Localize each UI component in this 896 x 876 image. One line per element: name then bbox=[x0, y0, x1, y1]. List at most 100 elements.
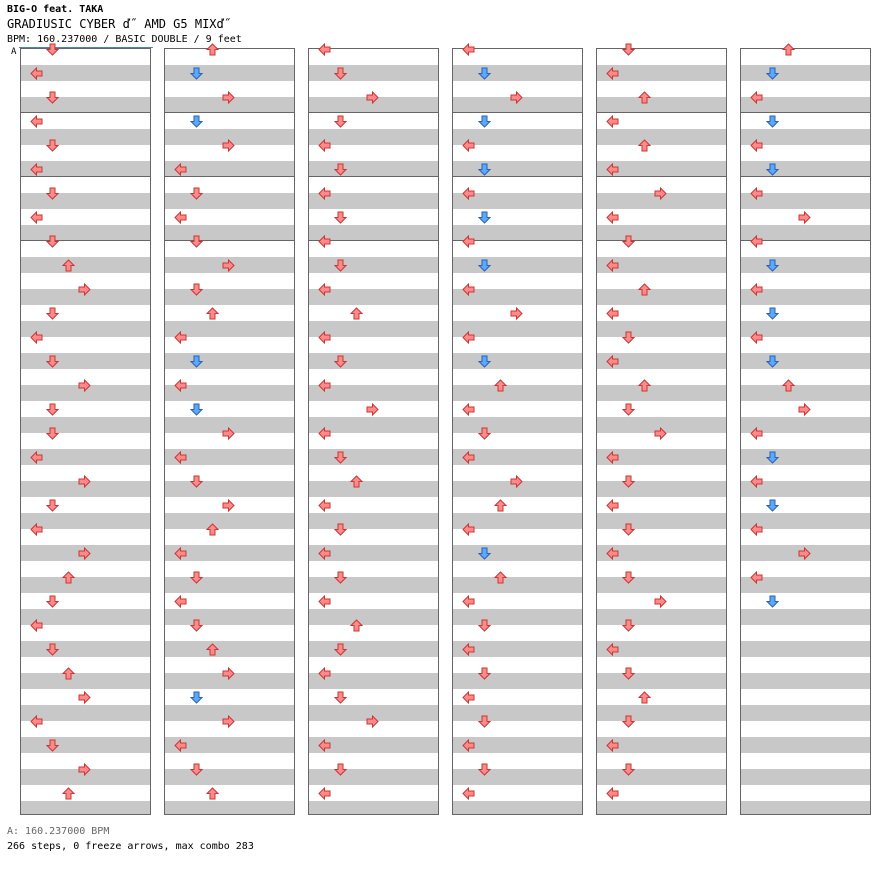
down-arrow-icon bbox=[46, 403, 59, 416]
left-arrow-icon bbox=[462, 403, 475, 416]
measure-line bbox=[309, 176, 438, 177]
down-arrow-icon bbox=[46, 91, 59, 104]
left-arrow-icon bbox=[462, 187, 475, 200]
measure-line bbox=[165, 176, 294, 177]
down-arrow-icon bbox=[334, 259, 347, 272]
left-arrow-icon bbox=[750, 283, 763, 296]
down-arrow-icon bbox=[478, 619, 491, 632]
left-arrow-icon bbox=[606, 739, 619, 752]
down-arrow-icon bbox=[766, 115, 779, 128]
left-arrow-icon bbox=[750, 139, 763, 152]
right-arrow-icon bbox=[222, 715, 235, 728]
left-arrow-icon bbox=[174, 451, 187, 464]
up-arrow-icon bbox=[62, 787, 75, 800]
down-arrow-icon bbox=[190, 115, 203, 128]
left-arrow-icon bbox=[174, 547, 187, 560]
down-arrow-icon bbox=[622, 475, 635, 488]
down-arrow-icon bbox=[190, 403, 203, 416]
down-arrow-icon bbox=[190, 763, 203, 776]
down-arrow-icon bbox=[46, 187, 59, 200]
left-arrow-icon bbox=[606, 451, 619, 464]
bpm-marker-line bbox=[19, 47, 153, 48]
down-arrow-icon bbox=[334, 523, 347, 536]
down-arrow-icon bbox=[190, 475, 203, 488]
left-arrow-icon bbox=[318, 427, 331, 440]
left-arrow-icon bbox=[30, 715, 43, 728]
bpm-note: A: 160.237000 BPM bbox=[7, 826, 110, 837]
up-arrow-icon bbox=[206, 307, 219, 320]
left-arrow-icon bbox=[462, 43, 475, 56]
down-arrow-icon bbox=[478, 211, 491, 224]
left-arrow-icon bbox=[462, 235, 475, 248]
measure-line bbox=[165, 240, 294, 241]
right-arrow-icon bbox=[222, 499, 235, 512]
measure-line bbox=[309, 240, 438, 241]
left-arrow-icon bbox=[606, 307, 619, 320]
right-arrow-icon bbox=[222, 667, 235, 680]
left-arrow-icon bbox=[606, 355, 619, 368]
up-arrow-icon bbox=[638, 691, 651, 704]
right-arrow-icon bbox=[222, 427, 235, 440]
left-arrow-icon bbox=[462, 451, 475, 464]
left-arrow-icon bbox=[174, 739, 187, 752]
right-arrow-icon bbox=[222, 139, 235, 152]
measure-line bbox=[741, 112, 870, 113]
measure-line bbox=[453, 176, 582, 177]
down-arrow-icon bbox=[622, 43, 635, 56]
left-arrow-icon bbox=[462, 139, 475, 152]
down-arrow-icon bbox=[46, 307, 59, 320]
measure-line bbox=[597, 240, 726, 241]
left-arrow-icon bbox=[30, 619, 43, 632]
up-arrow-icon bbox=[206, 643, 219, 656]
chart-column-6 bbox=[740, 43, 871, 815]
left-arrow-icon bbox=[30, 451, 43, 464]
right-arrow-icon bbox=[222, 259, 235, 272]
up-arrow-icon bbox=[782, 379, 795, 392]
left-arrow-icon bbox=[462, 643, 475, 656]
up-arrow-icon bbox=[638, 283, 651, 296]
up-arrow-icon bbox=[62, 259, 75, 272]
down-arrow-icon bbox=[190, 235, 203, 248]
down-arrow-icon bbox=[622, 331, 635, 344]
down-arrow-icon bbox=[766, 355, 779, 368]
down-arrow-icon bbox=[478, 67, 491, 80]
measure-line bbox=[21, 112, 150, 113]
right-arrow-icon bbox=[222, 91, 235, 104]
down-arrow-icon bbox=[478, 115, 491, 128]
left-arrow-icon bbox=[318, 739, 331, 752]
right-arrow-icon bbox=[78, 691, 91, 704]
right-arrow-icon bbox=[510, 307, 523, 320]
right-arrow-icon bbox=[78, 475, 91, 488]
up-arrow-icon bbox=[206, 787, 219, 800]
down-arrow-icon bbox=[334, 115, 347, 128]
chart-column-5 bbox=[596, 43, 727, 815]
left-arrow-icon bbox=[318, 283, 331, 296]
measure-line bbox=[741, 240, 870, 241]
up-arrow-icon bbox=[638, 91, 651, 104]
up-arrow-icon bbox=[638, 379, 651, 392]
down-arrow-icon bbox=[46, 139, 59, 152]
down-arrow-icon bbox=[46, 355, 59, 368]
measure-line bbox=[309, 112, 438, 113]
left-arrow-icon bbox=[318, 547, 331, 560]
up-arrow-icon bbox=[638, 139, 651, 152]
down-arrow-icon bbox=[190, 355, 203, 368]
chart-info: BPM: 160.237000 / BASIC DOUBLE / 9 feet bbox=[7, 34, 242, 45]
down-arrow-icon bbox=[190, 619, 203, 632]
down-arrow-icon bbox=[622, 235, 635, 248]
left-arrow-icon bbox=[318, 787, 331, 800]
down-arrow-icon bbox=[622, 763, 635, 776]
down-arrow-icon bbox=[334, 643, 347, 656]
down-arrow-icon bbox=[334, 691, 347, 704]
down-arrow-icon bbox=[46, 739, 59, 752]
right-arrow-icon bbox=[654, 595, 667, 608]
left-arrow-icon bbox=[750, 187, 763, 200]
up-arrow-icon bbox=[206, 523, 219, 536]
down-arrow-icon bbox=[478, 355, 491, 368]
left-arrow-icon bbox=[750, 331, 763, 344]
right-arrow-icon bbox=[366, 91, 379, 104]
left-arrow-icon bbox=[30, 523, 43, 536]
left-arrow-icon bbox=[174, 595, 187, 608]
down-arrow-icon bbox=[334, 67, 347, 80]
measure-line bbox=[453, 112, 582, 113]
